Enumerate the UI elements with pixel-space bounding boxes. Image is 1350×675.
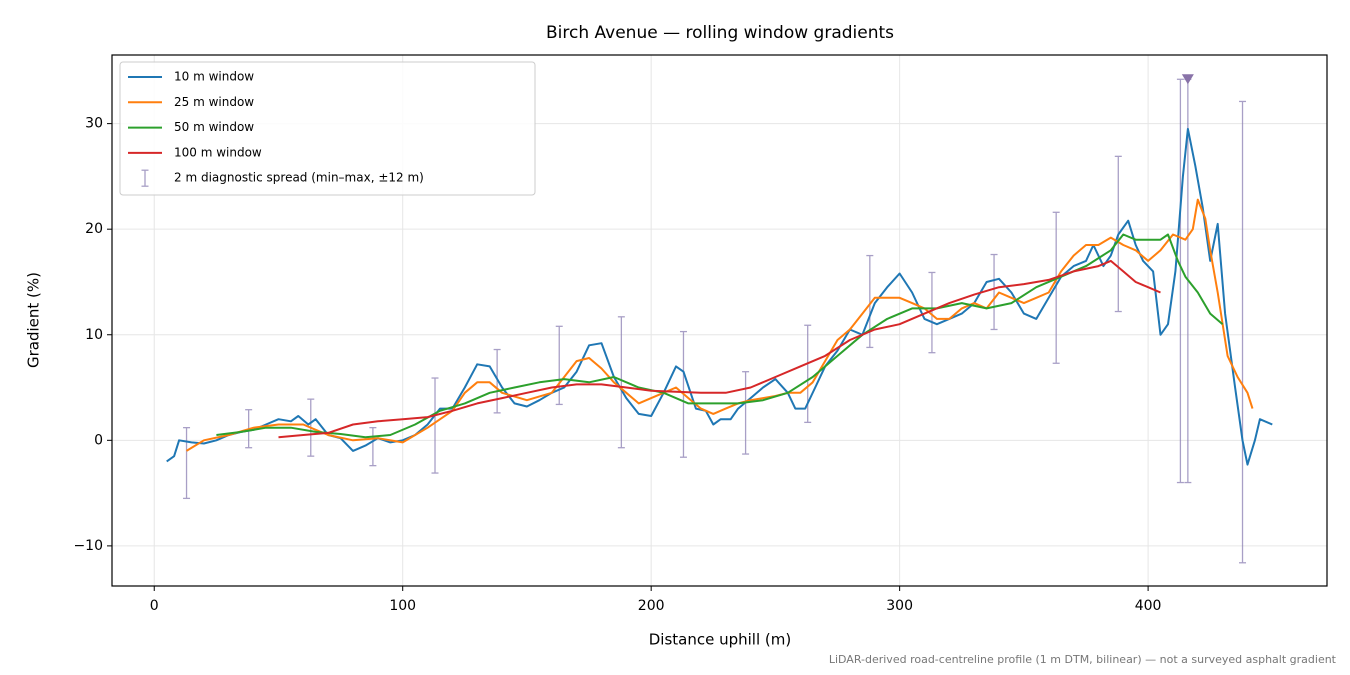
legend-label: 25 m window bbox=[174, 95, 254, 109]
error-bar bbox=[617, 316, 625, 449]
legend-label: 10 m window bbox=[174, 70, 254, 84]
plot bbox=[166, 74, 1273, 564]
series-line bbox=[166, 127, 1273, 466]
error-bar bbox=[431, 377, 439, 474]
y-axis-label: Gradient (%) bbox=[25, 272, 43, 368]
error-bar bbox=[990, 253, 998, 331]
chart-title: Birch Avenue — rolling window gradients bbox=[546, 23, 894, 43]
series-line bbox=[185, 198, 1254, 452]
error-bar bbox=[1239, 100, 1247, 564]
plot-frame bbox=[111, 54, 1328, 587]
error-bar bbox=[183, 427, 191, 500]
x-tick-label: 100 bbox=[389, 598, 416, 614]
x-tick-label: 300 bbox=[886, 598, 913, 614]
legend-box bbox=[119, 61, 536, 196]
y-tick-label: −10 bbox=[73, 538, 103, 554]
x-axis-label: Distance uphill (m) bbox=[649, 631, 791, 649]
series-line bbox=[278, 259, 1161, 439]
error-bar bbox=[493, 348, 501, 414]
grid bbox=[112, 55, 1327, 586]
caption: LiDAR-derived road-centreline profile (1… bbox=[829, 653, 1337, 666]
y-tick-label: 10 bbox=[85, 327, 103, 343]
error-bar bbox=[1176, 78, 1184, 484]
legend-label: 100 m window bbox=[174, 145, 262, 159]
legend-swatch bbox=[141, 169, 149, 187]
legend-label: 2 m diagnostic spread (min–max, ±12 m) bbox=[174, 171, 424, 185]
peak-marker bbox=[1181, 74, 1194, 85]
legend-label: 50 m window bbox=[174, 120, 254, 134]
y-tick-label: 0 bbox=[94, 432, 103, 448]
x-tick-label: 200 bbox=[638, 598, 665, 614]
error-bar bbox=[369, 427, 377, 467]
error-bar bbox=[804, 324, 812, 424]
y-tick-label: 20 bbox=[85, 221, 103, 237]
y-tick-label: 30 bbox=[85, 116, 103, 132]
error-bar bbox=[928, 271, 936, 354]
error-bar bbox=[742, 371, 750, 455]
series-line bbox=[216, 233, 1224, 439]
x-tick-label: 0 bbox=[150, 598, 159, 614]
legend: 10 m window 25 m window 50 m window 100 m w… bbox=[119, 61, 536, 196]
error-bar bbox=[555, 325, 563, 406]
x-tick-label: 400 bbox=[1135, 598, 1162, 614]
error-bar bbox=[1052, 211, 1060, 364]
